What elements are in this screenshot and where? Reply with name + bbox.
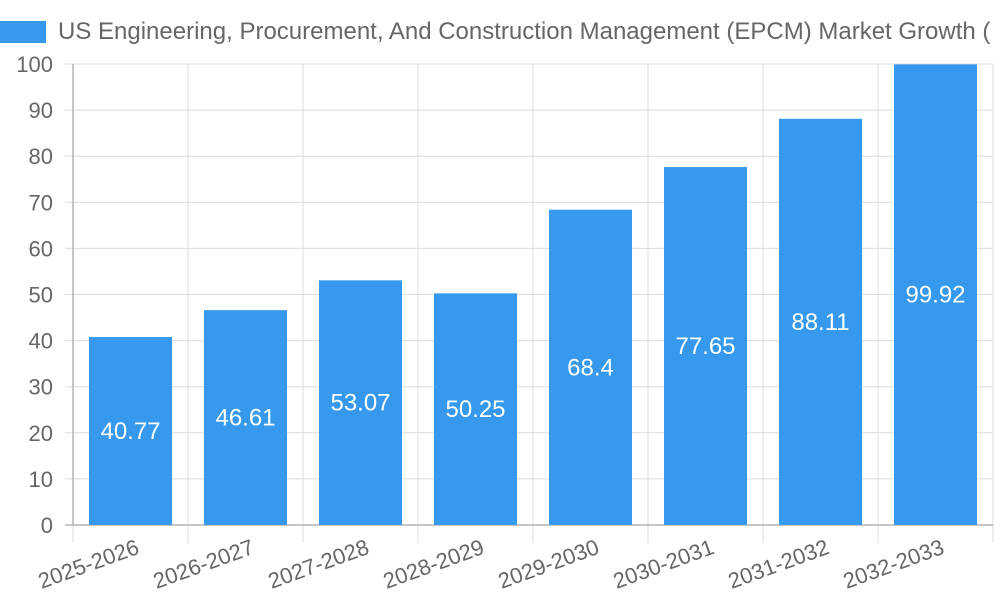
bar <box>549 209 632 525</box>
bar-value-label: 40.77 <box>100 418 160 445</box>
y-tick-label: 60 <box>29 236 53 261</box>
bar <box>894 64 977 525</box>
y-tick-label: 90 <box>29 98 53 123</box>
x-tick-label: 2028-2029 <box>380 534 487 593</box>
y-tick-label: 0 <box>41 513 53 538</box>
bar <box>204 310 287 525</box>
y-tick-label: 80 <box>29 144 53 169</box>
x-tick-label: 2031-2032 <box>725 534 832 593</box>
x-tick-label: 2027-2028 <box>265 534 372 593</box>
legend-label: US Engineering, Procurement, And Constru… <box>58 18 991 45</box>
bar-value-label: 88.11 <box>791 309 849 336</box>
bar <box>779 118 862 525</box>
bar-value-label: 46.61 <box>215 405 275 432</box>
bar-value-label: 50.25 <box>445 396 505 423</box>
y-tick-label: 50 <box>29 283 53 308</box>
legend-swatch <box>0 21 46 43</box>
bar-value-label: 53.07 <box>330 390 390 417</box>
bar-value-label: 68.4 <box>567 354 614 381</box>
x-tick-label: 2026-2027 <box>150 534 257 593</box>
bar <box>319 280 402 525</box>
bar <box>434 293 517 525</box>
bar <box>664 167 747 525</box>
y-tick-label: 70 <box>29 190 53 215</box>
y-tick-label: 20 <box>29 421 53 446</box>
bar-value-label: 99.92 <box>905 282 965 309</box>
y-tick-label: 30 <box>29 375 53 400</box>
y-tick-label: 40 <box>29 329 53 354</box>
x-tick-label: 2025-2026 <box>35 534 142 593</box>
x-tick-label: 2032-2033 <box>840 534 947 593</box>
x-tick-label: 2029-2030 <box>495 534 602 593</box>
bar <box>89 337 172 525</box>
bar-value-label: 77.65 <box>675 333 735 360</box>
y-tick-label: 100 <box>16 52 53 77</box>
x-tick-label: 2030-2031 <box>610 534 717 593</box>
y-tick-label: 10 <box>29 467 53 492</box>
